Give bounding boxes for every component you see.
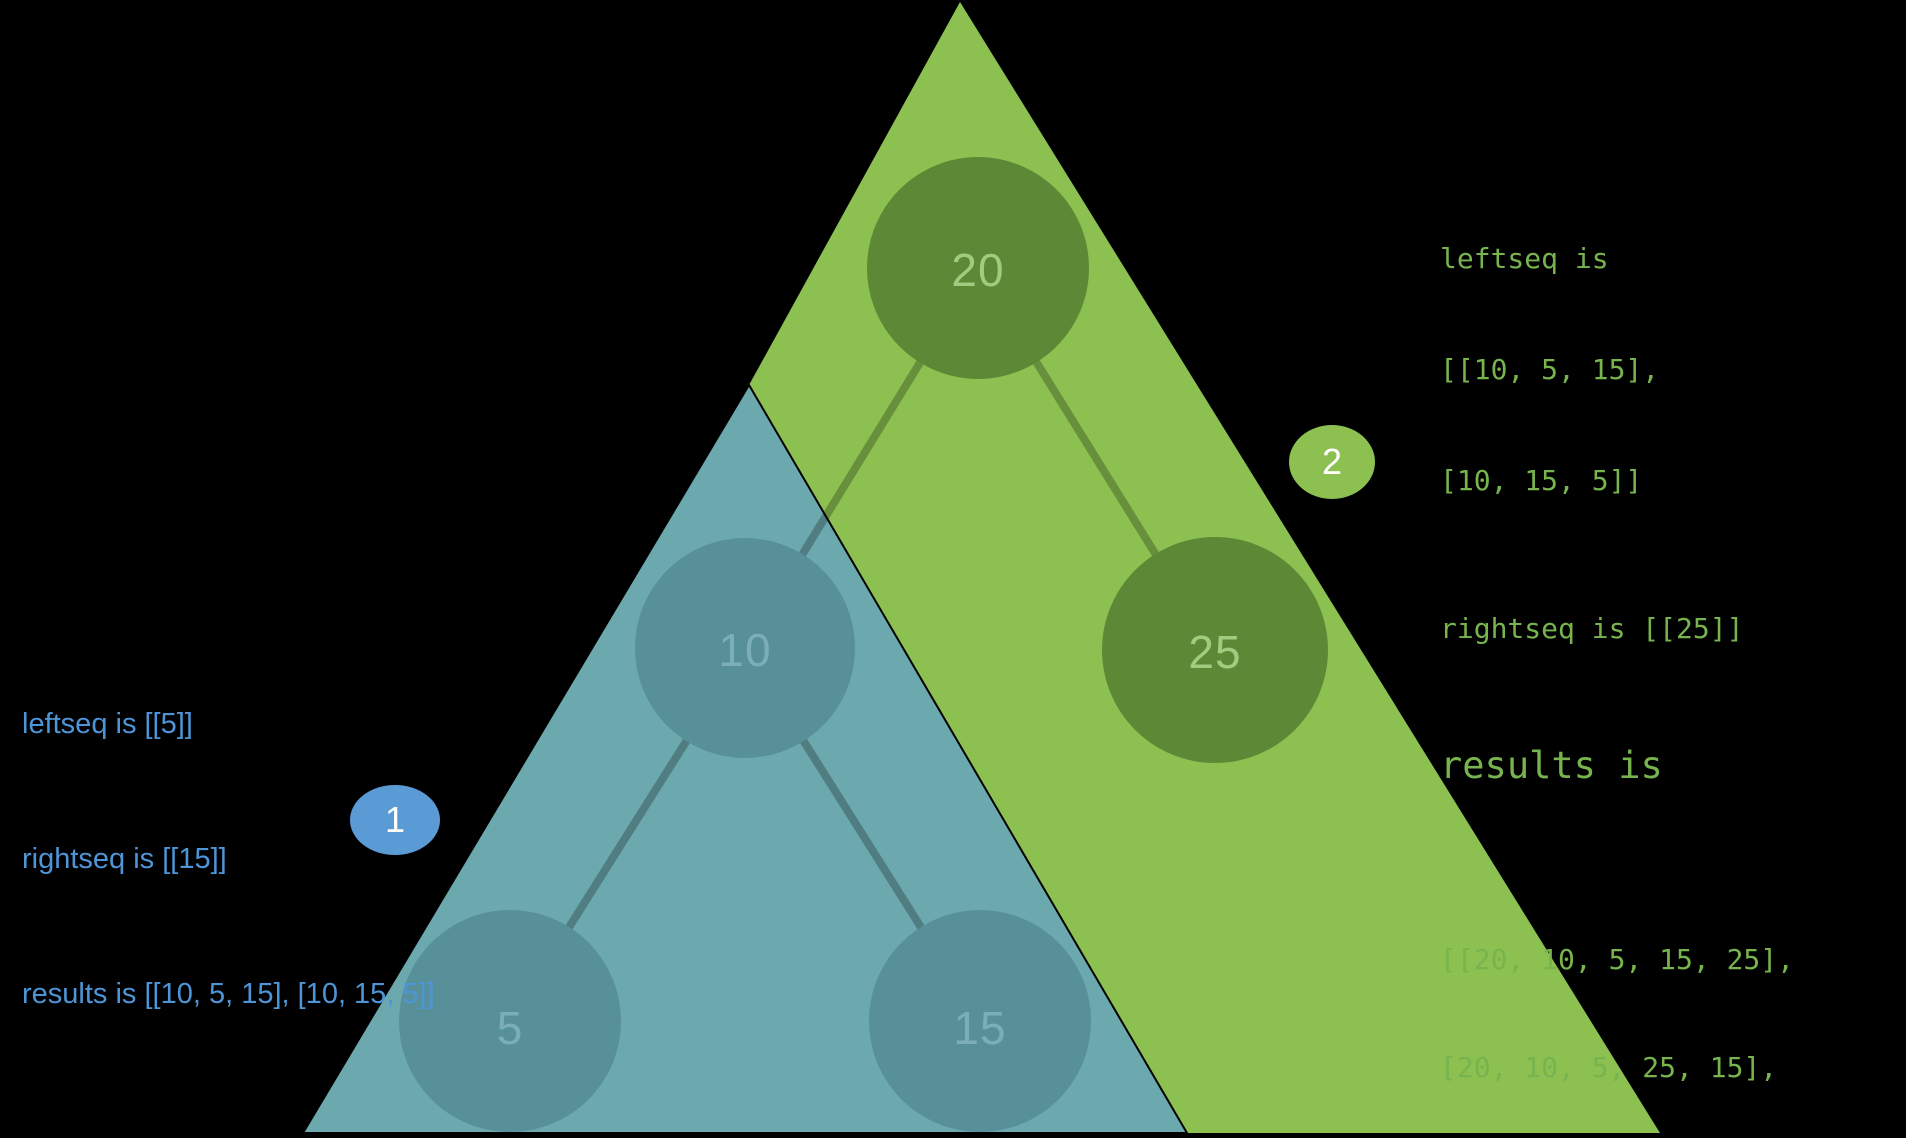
step-1-annotation: leftseq is [[5]] rightseq is [[15]] resu…: [22, 612, 435, 1107]
node-20-circle: [867, 157, 1089, 379]
node-25-label: 25: [1188, 626, 1242, 678]
step-2-annotation: leftseq is [[10, 5, 15], [10, 15, 5]] ri…: [1440, 166, 1794, 1138]
node-15-label: 15: [953, 1002, 1007, 1054]
step-1-badge: 1: [350, 785, 440, 855]
step-2-leftseq-line: [10, 15, 5]]: [1440, 464, 1643, 497]
node-5-label: 5: [496, 1002, 524, 1054]
node-5-circle: [399, 910, 621, 1132]
step-1-rightseq: rightseq is [[15]]: [22, 843, 227, 875]
step-1-leftseq: leftseq is [[5]]: [22, 708, 193, 740]
step-2-rightseq-line: rightseq is [[25]]: [1440, 612, 1744, 645]
step-1-results: results is [[10, 5, 15], [10, 15, 5]]: [22, 978, 435, 1010]
step-2-results-heading: results is: [1440, 744, 1663, 787]
step-2-badge: 2: [1289, 425, 1375, 499]
node-10-label: 10: [718, 624, 772, 676]
result-sequence: [20, 10, 5, 25, 15],: [1440, 1051, 1778, 1084]
step-2-results-list: [[20, 10, 5, 15, 25], [20, 10, 5, 25, 15…: [1440, 869, 1794, 1138]
step-2-leftseq-line: [[10, 5, 15],: [1440, 353, 1660, 386]
node-25-circle: [1102, 537, 1328, 763]
node-10-circle: [635, 538, 855, 758]
result-sequence: [[20, 10, 5, 15, 25],: [1440, 943, 1795, 976]
node-15-circle: [869, 910, 1091, 1132]
step-2-leftseq-line: leftseq is: [1440, 242, 1609, 275]
node-20-label: 20: [951, 244, 1005, 296]
